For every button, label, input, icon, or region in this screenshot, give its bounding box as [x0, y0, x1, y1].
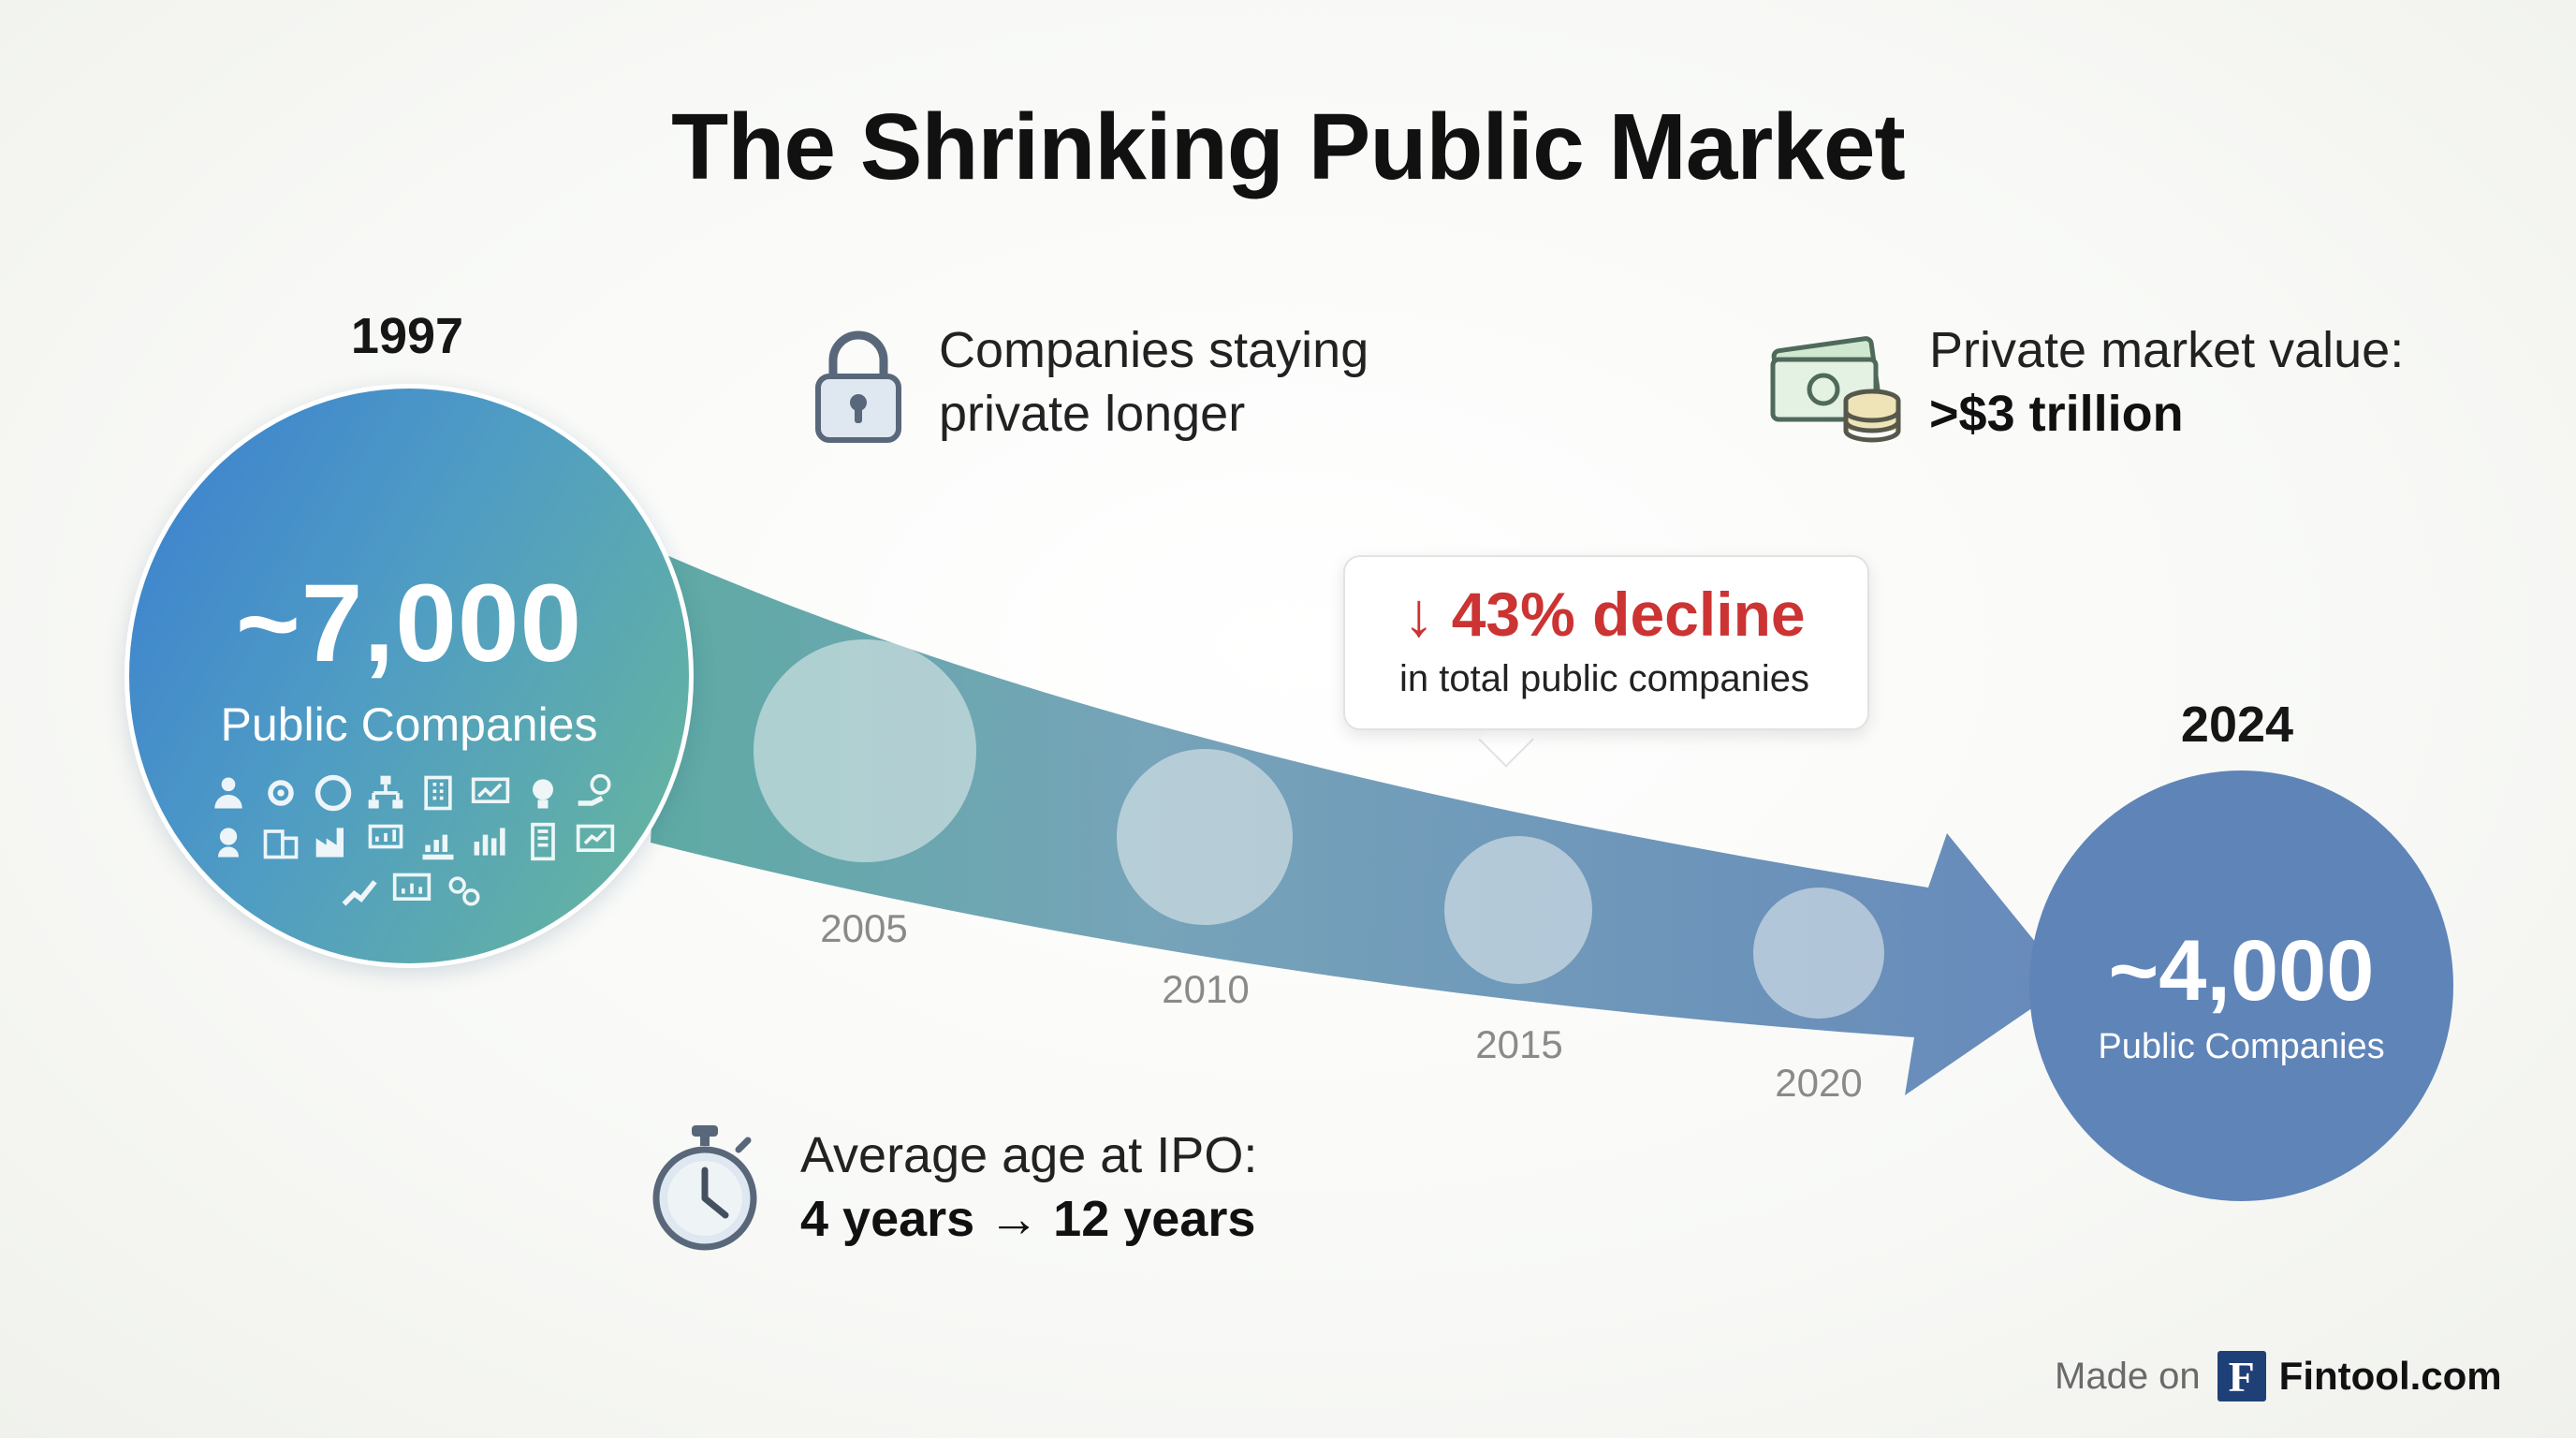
milestone-year-2015: 2015: [1475, 1022, 1563, 1066]
company-icon-cluster: [187, 772, 637, 950]
ipo-age-text: Average age at IPO: 4 years → 12 years: [800, 1123, 1257, 1251]
start-count: ~7,000: [235, 562, 583, 685]
milestone-cluster-2010: [1117, 749, 1293, 925]
private-longer-line1: Companies staying: [939, 322, 1369, 378]
office-building-icon: [263, 829, 299, 859]
milestone-cluster-2005: [754, 639, 976, 862]
stopwatch-icon: [652, 1125, 757, 1251]
milestone-cluster-2020: [1753, 888, 1884, 1019]
hand-money-icon: [578, 773, 611, 806]
lock-icon: [815, 330, 901, 443]
trend-up-icon: [342, 880, 377, 906]
end-count: ~4,000: [2108, 923, 2375, 1019]
footer-made-on: Made on: [2055, 1355, 2201, 1397]
start-circle: [124, 384, 694, 968]
ipo-age-label: Average age at IPO:: [800, 1127, 1258, 1183]
people-icon: [214, 777, 242, 809]
decline-headline: ↓ 43% decline: [1403, 580, 1806, 649]
org-chart-icon: [368, 775, 403, 809]
analytics-screen-icon: [576, 824, 615, 852]
private-value-label: Private market value:: [1929, 322, 2405, 378]
presentation-icon: [368, 824, 403, 849]
growth-chart-icon: [422, 834, 454, 860]
milestone-year-2010: 2010: [1162, 967, 1250, 1011]
factory-icon: [315, 828, 344, 858]
milestone-cluster-2015: [1444, 836, 1592, 984]
milestone-year-2020: 2020: [1775, 1061, 1863, 1105]
footer-brand-link[interactable]: Fintool.com: [2278, 1354, 2502, 1398]
decline-subtext: in total public companies: [1398, 658, 1810, 699]
footer-attribution: Made on F Fintool.com: [2055, 1348, 2502, 1404]
ipo-age-value: 4 years → 12 years: [800, 1191, 1256, 1247]
bar-chart-icon: [474, 828, 505, 856]
gear-icon: [268, 780, 294, 806]
page-title: The Shrinking Public Market: [671, 95, 1906, 199]
monitor-chart-icon: [471, 777, 510, 803]
private-longer-line2: private longer: [939, 386, 1246, 442]
money-icon: [1770, 336, 1901, 443]
private-value-amount: >$3 trillion: [1929, 386, 2184, 442]
private-longer-text: Companies staying private longer: [939, 318, 1368, 446]
end-circle: [2029, 770, 2453, 1201]
start-year: 1997: [350, 308, 464, 364]
fintool-logo-icon: F: [2217, 1351, 2266, 1401]
dashboard-icon: [392, 873, 432, 901]
decline-callout: [1343, 555, 1869, 730]
start-label: Public Companies: [220, 698, 598, 751]
gears-icon: [448, 876, 480, 906]
end-year: 2024: [2180, 697, 2294, 753]
building-icon: [424, 775, 452, 811]
milestone-year-2005: 2005: [820, 906, 908, 950]
tower-icon: [531, 822, 555, 861]
private-value-text: Private market value: >$3 trillion: [1929, 318, 2404, 446]
lightbulb-icon: [533, 779, 553, 809]
end-label: Public Companies: [2098, 1027, 2385, 1066]
person-gear-icon: [218, 828, 239, 858]
coin-icon: [315, 774, 352, 812]
